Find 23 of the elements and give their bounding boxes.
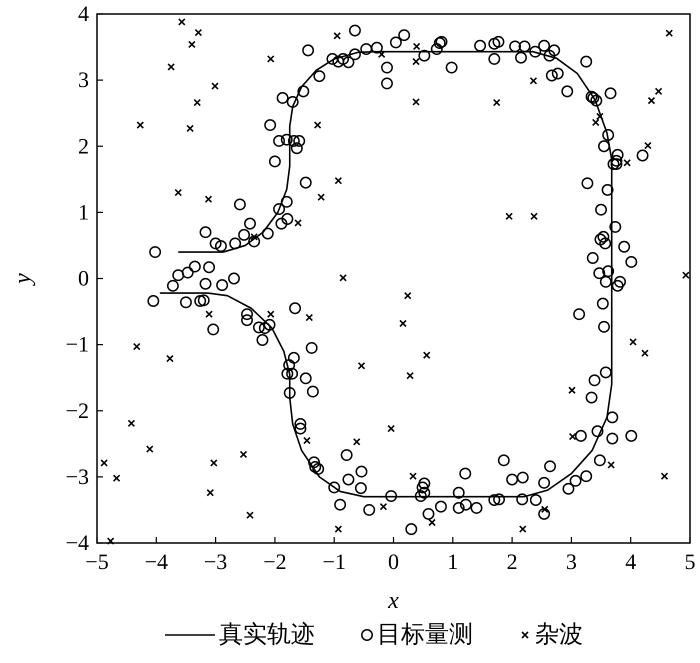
x-tick-label: 2 [506,549,518,574]
x-tick-label: −4 [144,549,168,574]
x-tick-label: −3 [204,549,228,574]
x-tick-label: 0 [388,549,399,574]
x-axis-title: x [387,588,400,614]
y-axis-title: y [10,272,36,286]
x-tick-label: 5 [684,549,696,574]
x-tick-label: 3 [566,549,577,574]
y-tick-label: 0 [78,266,89,290]
x-tick-label: −2 [263,549,287,574]
legend-label: 真实轨迹 [219,621,315,648]
legend-label: 目标量测 [377,622,473,648]
y-tick-label: 4 [78,1,89,26]
x-tick-label: 1 [447,549,458,574]
x-tick-label: 4 [625,549,636,574]
y-tick-label: 3 [78,67,89,92]
y-tick-label: 2 [78,133,89,158]
y-tick-label: −2 [66,398,89,423]
legend-label: 杂波 [535,622,583,648]
y-tick-label: −3 [66,464,89,489]
x-tick-label: −1 [322,549,346,574]
y-tick-label: 1 [78,199,89,224]
y-tick-label: −1 [66,332,89,357]
